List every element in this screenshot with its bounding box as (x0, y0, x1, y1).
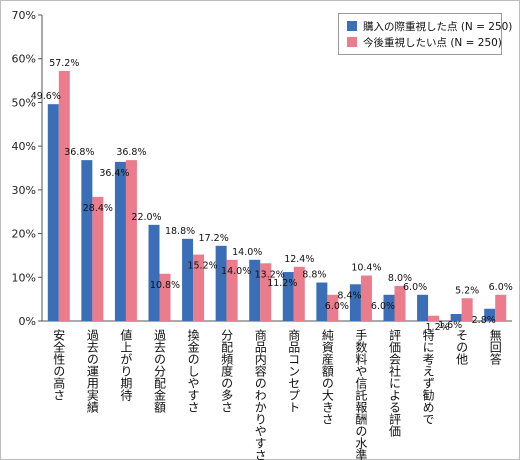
data-label-series-2: 13.2% (255, 269, 285, 280)
data-label-series-2: 12.4% (284, 254, 314, 265)
y-tick-label: 20% (12, 228, 36, 241)
data-label-series-1: 14.0% (232, 247, 262, 258)
data-label-series-1: 8.8% (302, 270, 326, 281)
legend-swatch-series-2 (347, 37, 357, 47)
bar-series-1 (383, 294, 395, 321)
data-label-series-1: 11.2% (267, 278, 297, 289)
data-label-series-2: 1.2% (426, 322, 450, 333)
category-label: 手数料や信託報酬の水準 (354, 329, 368, 460)
bar-series-2 (461, 298, 473, 321)
data-label-series-2: 10.4% (351, 263, 381, 274)
bar-series-2 (327, 294, 339, 321)
bar-series-1 (349, 284, 361, 321)
data-labels: 49.6% 57.2% 36.8% 28.4% 36.4% 36.8% 22.0% 10.8%… (31, 58, 513, 333)
category-label: 無回答 (488, 328, 502, 366)
legend-item-series-1: 購入の際重視した点 (N = 250) (347, 20, 513, 33)
bar-series-1 (450, 314, 462, 321)
data-label-series-2: 6.0% (325, 301, 349, 312)
category-label: 換金のしやすさ (186, 329, 200, 413)
bar-series-2 (125, 160, 137, 321)
y-tick-label: 10% (12, 271, 36, 284)
y-tick-label: 50% (12, 96, 36, 109)
data-label-series-1: 49.6% (31, 91, 61, 102)
data-label-series-2: 5.2% (455, 285, 479, 296)
data-label-series-2: 28.4% (83, 203, 113, 214)
y-tick-label: 0% (19, 315, 36, 328)
data-label-series-1: 1.6% (438, 320, 462, 331)
data-label-series-1: 36.8% (64, 147, 94, 158)
data-label-series-2: 57.2% (49, 58, 79, 69)
bar-series-2 (92, 196, 104, 321)
legend: 購入の際重視した点 (N = 250) 今後重視したい点 (N = 250) (338, 13, 512, 55)
bar-series-1 (282, 272, 294, 321)
data-label-series-1: 6.0% (403, 282, 427, 293)
data-label-series-2: 6.0% (489, 282, 513, 293)
data-label-series-1: 6.0% (371, 301, 395, 312)
legend-swatch-series-1 (347, 21, 357, 31)
bar-series-1 (114, 161, 126, 321)
legend-item-series-2: 今後重視したい点 (N = 250) (347, 36, 502, 49)
category-label: その他 (455, 329, 469, 365)
bar-series-2 (58, 70, 70, 321)
bar-series-2 (193, 254, 205, 321)
legend-label-series-1: 購入の際重視した点 (N = 250) (363, 20, 513, 33)
bar-series-2 (293, 266, 305, 321)
bar-series-2 (428, 315, 440, 321)
category-label: 商品コンセプト (287, 328, 301, 413)
category-labels: 安全性の高さ 過去の運用実績 値上がり期待 過去の分配金額 換金のしやすさ 分配頻度の多さ… (52, 328, 502, 460)
y-tick-label: 70% (12, 9, 36, 22)
category-label: 分配頻度の多さ (220, 329, 234, 413)
y-tick-label: 60% (12, 53, 36, 66)
bar-series-2 (394, 286, 406, 321)
data-label-series-2: 15.2% (187, 261, 217, 272)
data-label-series-1: 2.8% (472, 315, 496, 326)
bars (47, 70, 507, 321)
category-label: 純資産額の大きさ (320, 329, 334, 425)
category-label: 値上がり期待 (119, 328, 133, 401)
bar-series-2 (260, 263, 272, 321)
bar-series-1 (249, 259, 261, 321)
bar-series-1 (148, 224, 160, 321)
bar-series-1 (47, 104, 59, 321)
bar-series-1 (484, 308, 496, 321)
category-label: 過去の運用実績 (85, 329, 99, 414)
category-label: 特に考えず勧めで (421, 328, 435, 425)
data-label-series-2: 10.8% (150, 280, 180, 291)
data-label-series-2: 36.8% (116, 147, 146, 158)
category-label: 商品内容のわかりやすさ (253, 328, 267, 460)
bar-series-1 (316, 282, 328, 321)
bar-series-1 (81, 160, 93, 321)
data-label-series-1: 8.4% (337, 290, 361, 301)
data-label-series-2: 14.0% (221, 266, 251, 277)
bar-series-1 (417, 294, 429, 321)
bar-series-1 (182, 238, 194, 321)
category-label: 安全性の高さ (52, 328, 66, 401)
bar-series-2 (495, 294, 507, 321)
category-label: 過去の分配金額 (153, 329, 167, 414)
data-label-series-2: 8.0% (388, 273, 412, 284)
bar-series-2 (360, 275, 372, 321)
y-tick-label: 40% (12, 140, 36, 153)
data-label-series-1: 36.4% (99, 168, 129, 179)
data-label-series-1: 17.2% (199, 233, 229, 244)
legend-label-series-2: 今後重視したい点 (N = 250) (363, 36, 502, 49)
data-label-series-1: 22.0% (131, 212, 161, 223)
bar-series-2 (159, 273, 171, 321)
bar-series-2 (226, 259, 238, 321)
y-tick-label: 30% (12, 184, 36, 197)
bar-series-1 (215, 245, 227, 321)
category-label: 評価会社による評価 (388, 328, 402, 437)
data-label-series-1: 18.8% (165, 226, 195, 237)
